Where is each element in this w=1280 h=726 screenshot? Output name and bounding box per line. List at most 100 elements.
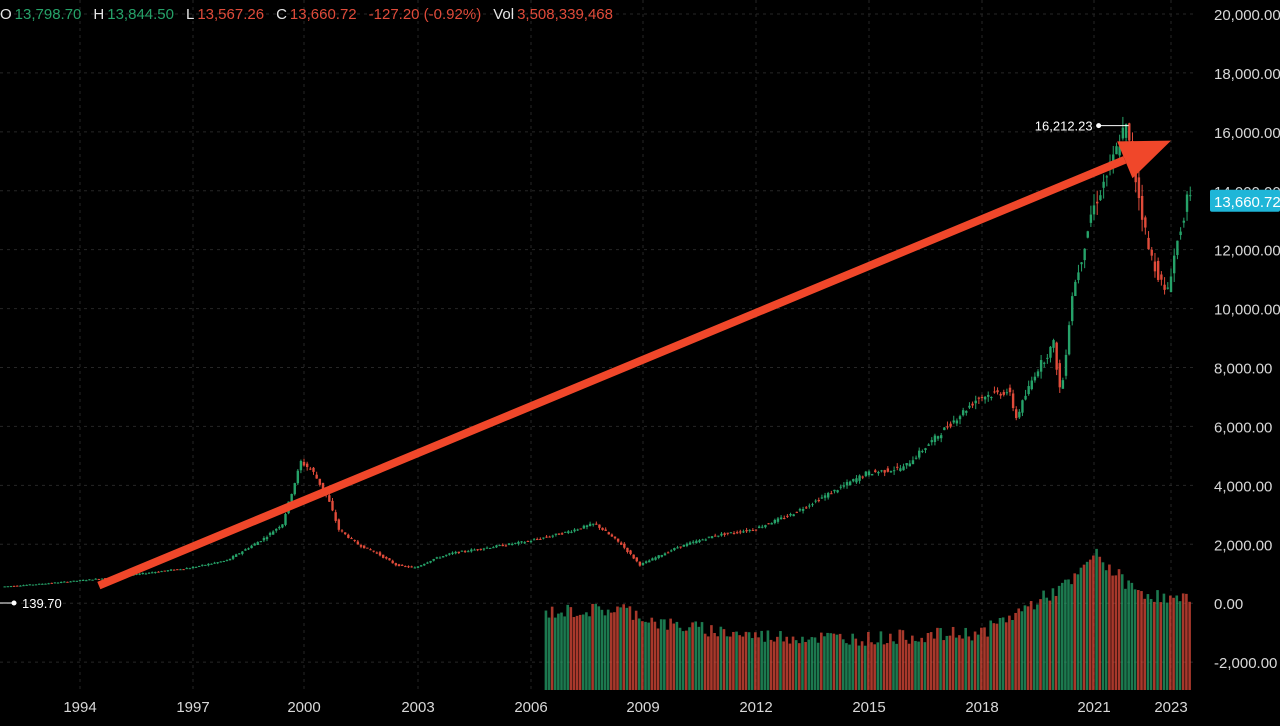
volume-bar (983, 627, 986, 690)
candle-up (423, 563, 426, 566)
candle-up (460, 550, 464, 552)
candle-up (1115, 146, 1118, 155)
volume-bar (578, 614, 582, 690)
x-tick-label: 1994 (63, 699, 96, 716)
candle-up (911, 460, 915, 465)
candle-up (1105, 176, 1109, 178)
candle-up (576, 529, 579, 531)
candle-down (97, 579, 101, 581)
candle-down (366, 547, 369, 549)
candle-down (666, 552, 670, 554)
volume-bar (732, 631, 735, 690)
candle-up (692, 541, 695, 543)
volume-bar (591, 603, 594, 690)
candle-up (492, 547, 495, 549)
candle-up (930, 440, 933, 443)
candle-up (44, 583, 47, 585)
volume-bar (550, 606, 554, 690)
volume-bar (838, 633, 842, 690)
candle-up (1176, 240, 1179, 256)
high-item: H 13,844.50 (93, 6, 174, 23)
candle-up (144, 573, 148, 575)
last-price-badge (1210, 189, 1280, 212)
volume-bar (1111, 575, 1114, 690)
candle-up (707, 536, 711, 538)
candle-up (842, 485, 846, 487)
candle-up (3, 586, 6, 588)
volume-bar (1060, 582, 1064, 690)
volume-bar (973, 631, 977, 690)
volume-bar (1178, 601, 1182, 690)
y-tick-label: 4,000.00 (1214, 478, 1272, 495)
candle-up (47, 583, 50, 585)
volume-bar (776, 636, 779, 690)
volume-bar (706, 636, 710, 690)
volume-bar (813, 637, 817, 690)
volume-bar (560, 612, 563, 690)
volume-bar (678, 627, 682, 690)
y-tick-label: 2,000.00 (1214, 537, 1272, 554)
candle-down (732, 532, 736, 534)
candle-up (234, 554, 238, 557)
candle-up (1052, 340, 1055, 348)
volume-bar (728, 636, 732, 690)
volume-bar (1045, 597, 1049, 690)
candle-up (429, 560, 432, 563)
candle-down (557, 533, 561, 535)
candle-up (271, 531, 275, 535)
candle-down (601, 527, 604, 530)
volume-bar (986, 636, 989, 690)
candle-up (983, 396, 987, 400)
candle-up (792, 514, 795, 517)
candle-up (268, 532, 272, 536)
candle-up (924, 448, 927, 451)
candle-up (729, 532, 733, 534)
ohlc-header: O 13,798.70 H 13,844.50 L 13,567.26 C 13… (0, 0, 625, 28)
candle-down (751, 530, 755, 532)
candle-up (701, 539, 704, 541)
candle-down (548, 536, 551, 538)
x-tick-label: 2018 (965, 699, 998, 716)
candle-down (501, 544, 504, 547)
candle-up (742, 531, 745, 533)
candle-up (1166, 287, 1169, 289)
volume-bar (926, 633, 930, 690)
volume-bar (816, 642, 820, 690)
volume-bar (961, 638, 964, 690)
close-label: C (276, 5, 287, 23)
volume-bar (854, 638, 858, 690)
candle-up (1074, 281, 1077, 296)
close-item: C 13,660.72 (276, 6, 357, 23)
y-tick-label: 16,000.00 (1214, 125, 1280, 142)
volume-bar (700, 622, 704, 690)
candle-down (16, 585, 19, 587)
candle-down (163, 570, 166, 572)
high-label: 16,212.23 (1035, 119, 1093, 134)
candle-down (328, 495, 331, 502)
candle-up (695, 540, 698, 544)
candle-down (182, 569, 185, 571)
volume-bars (544, 548, 1191, 690)
candle-up (416, 566, 420, 568)
candle-up (698, 540, 701, 543)
volume-bar (694, 621, 698, 690)
candle-up (34, 584, 38, 586)
candle-up (253, 543, 256, 546)
volume-bar (992, 623, 996, 690)
volume-bar (1048, 600, 1052, 690)
candle-up (293, 483, 296, 495)
candle-up (968, 405, 971, 408)
candle-down (735, 532, 739, 534)
candle-up (169, 569, 173, 571)
candle-up (201, 564, 204, 566)
candle-up (188, 568, 192, 570)
volume-bar (967, 636, 971, 690)
volume-bar (998, 617, 1002, 690)
volume-bar (609, 612, 613, 690)
candle-up (551, 535, 554, 537)
candle-up (773, 519, 777, 524)
candle-up (933, 435, 937, 442)
candle-down (545, 536, 548, 538)
